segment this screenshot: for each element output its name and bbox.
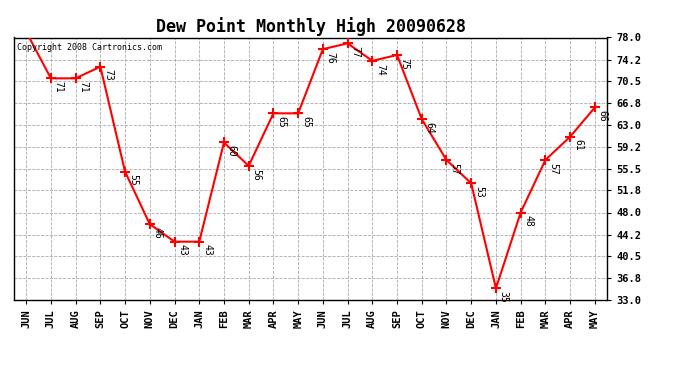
Text: 79: 79 <box>0 374 1 375</box>
Text: 43: 43 <box>177 244 187 256</box>
Text: 71: 71 <box>54 81 63 93</box>
Text: 71: 71 <box>79 81 88 93</box>
Text: 65: 65 <box>301 116 311 128</box>
Text: 57: 57 <box>548 163 558 174</box>
Text: 46: 46 <box>152 227 163 239</box>
Text: 48: 48 <box>524 215 533 227</box>
Text: 64: 64 <box>424 122 435 134</box>
Text: 43: 43 <box>202 244 212 256</box>
Text: 53: 53 <box>474 186 484 198</box>
Text: 77: 77 <box>351 46 360 58</box>
Text: 57: 57 <box>449 163 460 174</box>
Text: 55: 55 <box>128 174 138 186</box>
Text: 75: 75 <box>400 58 410 69</box>
Text: 74: 74 <box>375 64 385 75</box>
Text: 60: 60 <box>227 145 237 157</box>
Text: 61: 61 <box>573 140 583 151</box>
Title: Dew Point Monthly High 20090628: Dew Point Monthly High 20090628 <box>155 17 466 36</box>
Text: 65: 65 <box>276 116 286 128</box>
Text: Copyright 2008 Cartronics.com: Copyright 2008 Cartronics.com <box>17 43 161 52</box>
Text: 76: 76 <box>326 52 335 64</box>
Text: 73: 73 <box>103 69 113 81</box>
Text: 56: 56 <box>251 169 262 180</box>
Text: 66: 66 <box>598 110 608 122</box>
Text: 35: 35 <box>499 291 509 303</box>
